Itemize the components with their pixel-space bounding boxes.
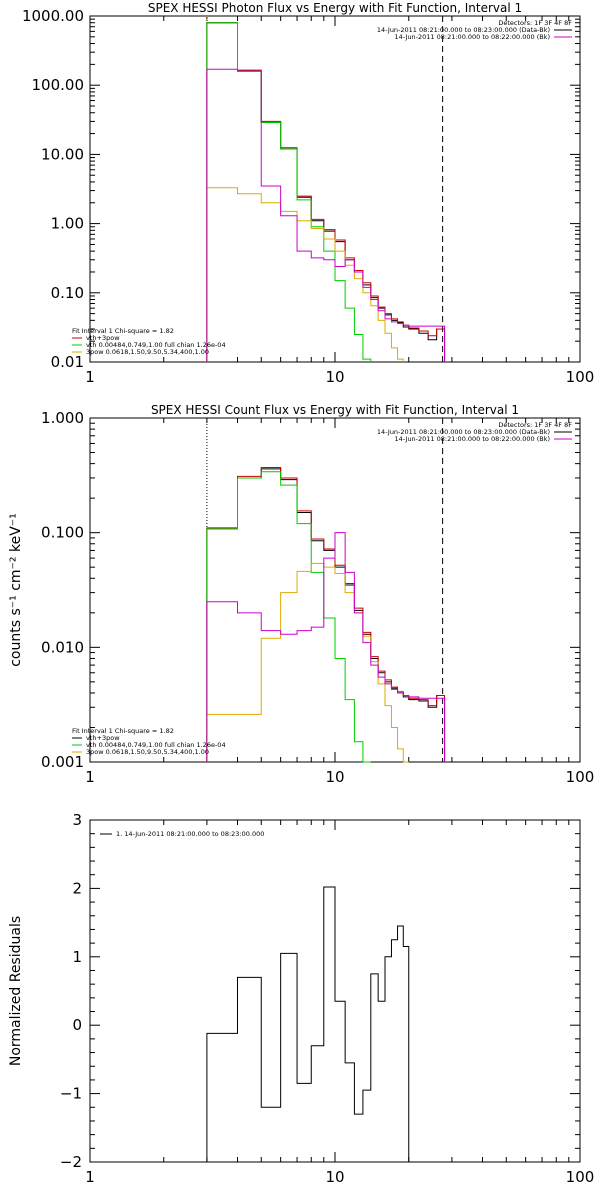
legend-entry: vth 0.00484,0.749,1.00 full chian 1.26e-… bbox=[86, 741, 226, 749]
x-tick-label: 100 bbox=[566, 1168, 595, 1186]
y-tick-label: 0.001 bbox=[41, 753, 84, 771]
legend-entry: Fit Interval 1 Chi-square = 1.82 bbox=[72, 327, 174, 335]
plot-frame bbox=[89, 15, 581, 363]
series-line-1 bbox=[206, 468, 446, 762]
y-tick-label: −1 bbox=[60, 1085, 82, 1103]
legend-entry: vth 0.00484,0.749,1.00 full chian 1.26e-… bbox=[86, 341, 226, 349]
y-tick-label: 3 bbox=[72, 811, 82, 829]
y-tick-label: −2 bbox=[60, 1153, 82, 1171]
legend-entry: Detectors: 1F 3F 4F 8F bbox=[498, 19, 572, 27]
chart-title: SPEX HESSI Count Flux vs Energy with Fit… bbox=[151, 403, 519, 417]
panel-2: SPEX HESSI Count Flux vs Energy with Fit… bbox=[8, 403, 594, 786]
legend-entry: 14-Jun-2011 08:21:00.000 to 08:22:00.000… bbox=[395, 435, 550, 443]
panel-3: 1 10 100 −2 −1 0 1 2 3 Normalized Residuals 1. 14-… bbox=[8, 811, 594, 1186]
y-tick-label: 0.010 bbox=[41, 638, 84, 656]
y-tick-label: 0.01 bbox=[51, 353, 84, 371]
y-tick-label: 0.100 bbox=[41, 524, 84, 542]
legend-entry: 14-Jun-2011 08:21:00.000 to 08:23:00.000… bbox=[377, 428, 550, 436]
x-tick-label: 10 bbox=[325, 768, 344, 786]
x-tick-label: 10 bbox=[325, 1168, 344, 1186]
y-tick-label: 0.10 bbox=[51, 284, 84, 302]
x-tick-label: 1 bbox=[85, 768, 95, 786]
series-line-5 bbox=[206, 532, 446, 762]
legend-entry: Detectors: 1F 3F 4F 8F bbox=[498, 421, 572, 429]
legend-entry: 3pow 0.0618,1.50,9.50,5.34,400,1.00 bbox=[86, 348, 209, 356]
series-line-3 bbox=[206, 22, 372, 362]
plot-frame bbox=[89, 417, 581, 763]
series-line-1 bbox=[206, 22, 446, 362]
x-tick-label: 100 bbox=[566, 768, 595, 786]
chart-title: SPEX HESSI Photon Flux vs Energy with Fi… bbox=[148, 1, 522, 15]
x-tick-label: 1 bbox=[85, 368, 95, 386]
y-tick-label: 1 bbox=[72, 948, 82, 966]
y-tick-label: 100.00 bbox=[32, 76, 85, 94]
y-tick-label: 2 bbox=[72, 879, 82, 897]
y-axis-label: Normalized Residuals bbox=[8, 916, 24, 1066]
x-tick-label: 10 bbox=[325, 368, 344, 386]
legend-entry: 3pow 0.0618,1.50,9.50,5.34,400,1.00 bbox=[86, 748, 209, 756]
series-line-1 bbox=[206, 886, 410, 1162]
y-tick-label: 1.000 bbox=[41, 409, 84, 427]
series-line-4 bbox=[206, 187, 404, 362]
legend-entry: 14-Jun-2011 08:21:00.000 to 08:22:00.000… bbox=[395, 33, 550, 41]
x-tick-label: 100 bbox=[566, 368, 595, 386]
series-line-3 bbox=[206, 471, 371, 763]
y-axis-label: counts s⁻¹ cm⁻² keV⁻¹ bbox=[8, 513, 24, 667]
y-tick-label: 1.00 bbox=[51, 215, 84, 233]
x-tick-label: 1 bbox=[85, 1168, 95, 1186]
legend-entry: vth+3pow bbox=[86, 734, 120, 742]
series-line-2 bbox=[206, 467, 446, 762]
panel-1: SPEX HESSI Photon Flux vs Energy with Fi… bbox=[22, 1, 594, 386]
y-tick-label: 1000.00 bbox=[22, 7, 84, 25]
legend-entry: vth+3pow bbox=[86, 334, 120, 342]
series-line-2 bbox=[206, 22, 446, 362]
legend-entry: 1. 14-Jun-2011 08:21:00.000 to 08:23:00.… bbox=[116, 830, 264, 838]
y-tick-label: 0 bbox=[72, 1016, 82, 1034]
legend-entry: 14-Jun-2011 08:21:00.000 to 08:23:00.000… bbox=[377, 26, 550, 34]
series-line-5 bbox=[206, 68, 446, 362]
y-tick-label: 10.00 bbox=[41, 145, 84, 163]
series-line-4 bbox=[206, 562, 409, 763]
legend-entry: Fit Interval 1 Chi-square = 1.82 bbox=[72, 727, 174, 735]
